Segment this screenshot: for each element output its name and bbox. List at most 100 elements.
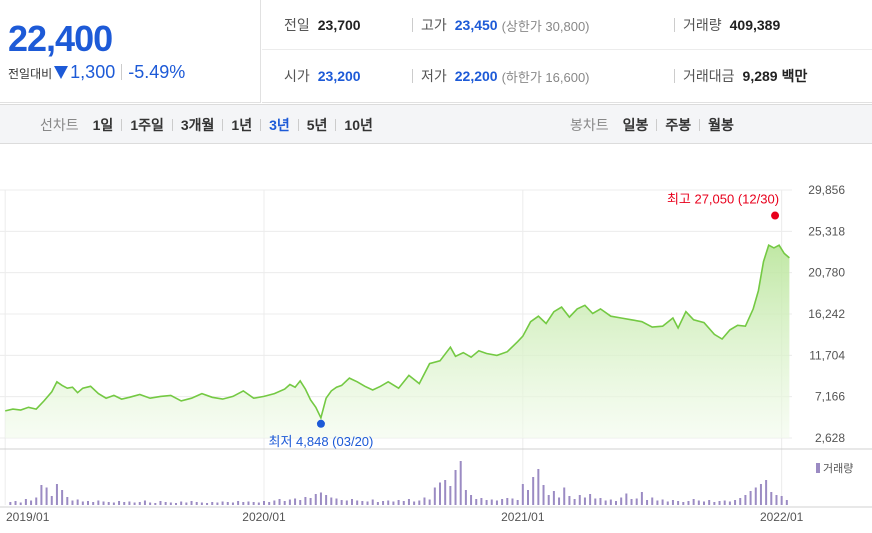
x-tick-label: 2022/01 [760, 510, 804, 524]
volume-bar [288, 499, 291, 505]
volume-bar [92, 502, 95, 505]
high-price: 고가 23,450 (상한가 30,800) [412, 0, 590, 50]
y-tick-label: 11,704 [809, 348, 845, 362]
low-value: 22,200 [454, 68, 498, 84]
volume-bar [24, 499, 27, 505]
volume-bar [454, 470, 457, 505]
volume-bar [723, 500, 726, 505]
volume-bar [45, 487, 48, 505]
x-tick-label: 2019/01 [6, 510, 50, 524]
volume-bar [175, 503, 177, 505]
volume-bar [407, 499, 410, 505]
volume-bar [340, 500, 343, 505]
volume-bar [697, 500, 700, 505]
volume-bar [169, 502, 172, 505]
volume-bar [573, 499, 576, 505]
turnover-value: 9,289 [742, 68, 778, 84]
range-tab-1[interactable]: 1주일 [130, 117, 164, 133]
volume-bar [164, 502, 167, 505]
volume-bar [744, 495, 747, 505]
candle-tab-2[interactable]: 월봉 [708, 117, 734, 133]
volume-bar [231, 502, 234, 505]
candle-tab-1[interactable]: 주봉 [665, 117, 692, 133]
volume-bar [71, 500, 74, 505]
open-price: 시가 23,200 [284, 51, 361, 101]
y-tick-label: 20,780 [808, 266, 845, 280]
volume-bar [123, 502, 126, 505]
prev-close-label: 전일 [284, 17, 310, 33]
volume-bar [511, 498, 514, 505]
y-tick-label: 29,856 [808, 183, 845, 197]
min-marker-label: 최저 4,848 (03/20) [269, 434, 374, 449]
range-tab-3[interactable]: 1년 [231, 117, 253, 133]
volume-bar [413, 501, 416, 505]
volume-bar [97, 500, 100, 505]
volume-bar [247, 501, 250, 505]
volume-bar [615, 501, 617, 505]
x-tick-label: 2021/01 [501, 510, 545, 524]
info-row-2: 시가 23,200 저가 22,200 (하한가 16,600) 거래대금 9,… [262, 51, 872, 101]
y-tick-label: 25,318 [808, 224, 845, 238]
line-chart-label: 선차트 [40, 117, 79, 133]
volume-bar [620, 497, 623, 505]
volume-bar [252, 502, 255, 505]
open-value: 23,200 [317, 68, 361, 84]
volume-bar [759, 484, 762, 505]
volume-bar [495, 500, 498, 505]
volume-bar [268, 502, 271, 505]
volume-bar [35, 497, 38, 505]
volume-bar [128, 501, 131, 505]
volume-bar [294, 498, 297, 505]
volume-bar [433, 487, 436, 505]
volume-bar [382, 501, 385, 505]
volume-bar [589, 494, 592, 505]
price-chart: 29,856 25,318 20,780 16,242 11,704 7,166 2,628… [0, 183, 872, 524]
volume-bar [345, 500, 348, 505]
divider [121, 119, 123, 131]
range-tab-2[interactable]: 3개월 [180, 117, 215, 133]
volume-legend-label: 거래량 [823, 462, 853, 475]
volume-bar [76, 499, 79, 505]
volume-bar [490, 499, 493, 505]
down-triangle-icon [54, 66, 69, 79]
range-tab-0[interactable]: 1일 [92, 117, 114, 133]
range-tab-5[interactable]: 5년 [306, 117, 328, 133]
volume-bar [112, 502, 115, 505]
volume-bar [309, 498, 312, 505]
volume: 거래량 409,389 [674, 0, 780, 50]
candle-tab-0[interactable]: 일봉 [622, 117, 649, 133]
volume-bar [480, 498, 483, 505]
volume-bar [485, 500, 488, 505]
volume-legend-swatch [816, 463, 820, 473]
volume-bar [475, 499, 478, 505]
volume-bar [558, 497, 561, 505]
volume-bar [552, 491, 555, 505]
volume-bar [713, 502, 716, 505]
candle-chart-label: 봉차트 [570, 117, 609, 133]
range-tab-4[interactable]: 3년 [269, 117, 290, 133]
volume-bar [734, 500, 737, 505]
volume-bar [397, 500, 400, 505]
lower-limit: (하한가 16,600) [501, 69, 590, 85]
volume-bar [640, 492, 643, 505]
volume-bar [501, 499, 504, 505]
volume-bar [604, 500, 607, 505]
volume-bar [780, 496, 783, 505]
volume-bar [273, 500, 276, 505]
volume-bar [242, 502, 245, 505]
volume-bar [257, 502, 260, 505]
info-row-1: 전일 23,700 고가 23,450 (상한가 30,800) 거래량 409… [262, 0, 872, 50]
volume-bar [387, 500, 390, 505]
volume-bar [516, 500, 519, 505]
volume-bar [237, 501, 240, 505]
volume-bar [50, 496, 53, 505]
volume-bar [692, 499, 695, 505]
volume-bar [739, 498, 742, 505]
range-tab-6[interactable]: 10년 [344, 117, 373, 133]
change-label: 전일대비 [8, 67, 53, 81]
volume-bar [418, 500, 421, 505]
volume-bar [216, 502, 219, 505]
volume-bar [682, 502, 685, 505]
volume-bar [568, 496, 571, 505]
volume-bar [459, 461, 462, 505]
